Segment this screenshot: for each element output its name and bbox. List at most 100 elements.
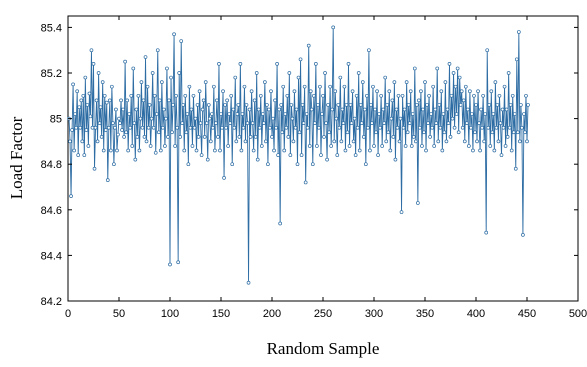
data-point bbox=[320, 112, 324, 116]
data-point bbox=[377, 112, 381, 116]
data-point bbox=[426, 121, 430, 126]
data-point bbox=[155, 48, 160, 53]
data-point bbox=[164, 116, 168, 121]
data-point bbox=[94, 98, 99, 103]
data-point bbox=[106, 125, 111, 130]
data-point bbox=[101, 148, 106, 153]
data-point bbox=[133, 157, 138, 162]
data-point bbox=[503, 144, 508, 148]
data-point bbox=[115, 148, 119, 153]
data-point bbox=[125, 98, 130, 103]
data-point bbox=[84, 128, 89, 132]
data-point bbox=[205, 157, 210, 162]
data-point bbox=[395, 125, 400, 130]
data-point bbox=[72, 148, 76, 153]
data-point bbox=[139, 80, 144, 84]
data-point bbox=[417, 98, 421, 103]
data-point bbox=[452, 125, 457, 130]
data-point bbox=[369, 103, 373, 107]
data-point bbox=[360, 80, 365, 84]
data-point bbox=[248, 134, 253, 139]
data-point bbox=[80, 139, 85, 144]
data-point bbox=[69, 194, 73, 198]
data-point bbox=[176, 260, 181, 265]
data-point bbox=[374, 130, 378, 135]
data-point bbox=[190, 144, 195, 148]
data-point bbox=[424, 148, 428, 153]
data-point bbox=[302, 84, 307, 89]
data-point bbox=[339, 139, 344, 144]
data-point bbox=[153, 150, 158, 155]
data-point bbox=[442, 130, 447, 135]
data-point bbox=[268, 125, 272, 130]
data-point bbox=[240, 112, 245, 116]
data-point bbox=[465, 107, 470, 112]
data-point bbox=[195, 103, 200, 107]
data-point bbox=[453, 84, 458, 89]
data-point bbox=[381, 107, 386, 112]
data-point bbox=[350, 89, 355, 94]
data-point bbox=[87, 91, 92, 96]
data-point bbox=[82, 153, 87, 157]
data-point bbox=[156, 130, 161, 135]
data-point bbox=[430, 125, 434, 130]
data-point bbox=[277, 107, 281, 112]
y-tick-label: 84.4 bbox=[41, 250, 62, 262]
x-tick-label: 250 bbox=[314, 308, 332, 320]
data-point bbox=[283, 112, 288, 116]
data-point bbox=[451, 71, 456, 75]
data-point bbox=[134, 107, 139, 112]
data-point bbox=[368, 148, 372, 153]
data-point bbox=[522, 112, 526, 116]
data-point bbox=[142, 134, 147, 139]
data-point bbox=[118, 121, 122, 126]
data-point bbox=[165, 66, 169, 71]
data-point bbox=[258, 93, 263, 98]
data-point bbox=[183, 93, 188, 98]
data-point bbox=[148, 144, 153, 148]
data-point bbox=[315, 144, 319, 148]
data-point bbox=[212, 84, 216, 89]
data-point bbox=[338, 75, 343, 80]
data-point bbox=[273, 98, 277, 103]
data-point bbox=[376, 153, 380, 157]
data-point bbox=[196, 134, 201, 139]
data-point bbox=[356, 71, 361, 75]
data-point bbox=[445, 107, 450, 112]
data-point bbox=[285, 93, 290, 98]
data-point bbox=[257, 125, 262, 130]
data-point bbox=[482, 139, 487, 144]
data-point bbox=[340, 107, 345, 112]
x-tick-label: 0 bbox=[65, 308, 71, 320]
data-point bbox=[343, 148, 348, 153]
data-point bbox=[479, 107, 483, 112]
data-point bbox=[477, 121, 481, 126]
data-point bbox=[242, 84, 247, 89]
data-point bbox=[394, 107, 399, 112]
data-point bbox=[231, 107, 236, 112]
data-point bbox=[83, 75, 88, 80]
data-point bbox=[353, 153, 358, 157]
data-point bbox=[189, 107, 194, 112]
data-point bbox=[341, 121, 346, 126]
data-point bbox=[214, 121, 218, 126]
data-point bbox=[170, 130, 174, 135]
data-point bbox=[480, 125, 484, 130]
data-point bbox=[282, 148, 287, 153]
data-point bbox=[120, 128, 124, 132]
x-tick-label: 450 bbox=[518, 308, 536, 320]
data-point bbox=[252, 98, 257, 103]
data-point bbox=[280, 130, 285, 135]
data-point bbox=[400, 93, 405, 98]
data-point bbox=[405, 130, 410, 135]
x-axis: 0 50 100 150 200 250 300 350 400 450 500 bbox=[65, 16, 587, 320]
x-tick-label: 350 bbox=[416, 308, 434, 320]
data-point bbox=[143, 55, 148, 59]
data-point bbox=[178, 134, 183, 139]
data-point bbox=[443, 80, 448, 84]
data-point bbox=[385, 103, 390, 107]
data-point bbox=[488, 144, 493, 148]
data-point bbox=[388, 148, 393, 153]
data-point bbox=[314, 62, 318, 66]
data-point bbox=[354, 93, 359, 98]
